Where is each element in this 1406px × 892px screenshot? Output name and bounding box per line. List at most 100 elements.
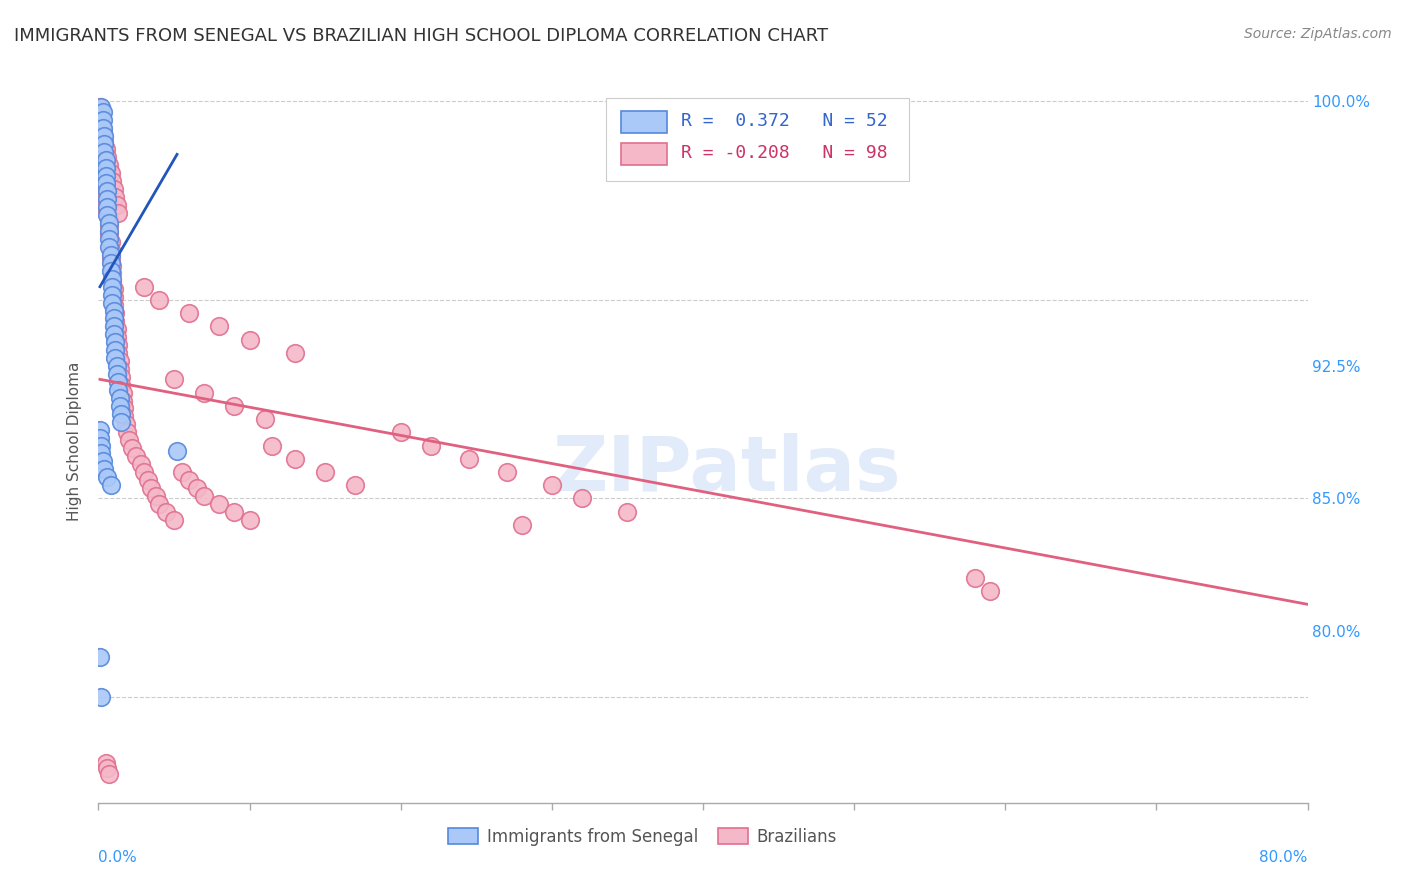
Point xyxy=(239,333,262,347)
Point xyxy=(284,346,307,360)
Point xyxy=(107,205,129,219)
Point xyxy=(344,478,367,492)
Point xyxy=(98,216,121,230)
Point xyxy=(108,391,131,405)
Point xyxy=(101,267,124,281)
Point xyxy=(91,139,114,153)
Point xyxy=(93,462,115,476)
Point xyxy=(132,465,155,479)
Point xyxy=(121,441,143,455)
Point xyxy=(93,136,115,151)
Point xyxy=(208,319,231,334)
Point xyxy=(100,166,122,180)
Point xyxy=(148,293,170,307)
Point xyxy=(90,438,112,452)
Legend: Immigrants from Senegal, Brazilians: Immigrants from Senegal, Brazilians xyxy=(441,821,844,852)
Point xyxy=(104,343,127,358)
Point xyxy=(94,177,117,191)
Point xyxy=(103,290,125,304)
Point xyxy=(98,219,121,233)
Point xyxy=(101,295,124,310)
Point xyxy=(163,372,186,386)
Point xyxy=(107,383,129,397)
Point xyxy=(100,264,122,278)
Point xyxy=(100,235,122,249)
Point xyxy=(104,351,127,366)
Point xyxy=(107,375,129,389)
Bar xyxy=(621,143,666,165)
Point xyxy=(114,417,136,432)
Point xyxy=(571,491,593,506)
Point xyxy=(103,319,125,334)
Point xyxy=(101,287,124,301)
Point xyxy=(100,478,122,492)
Point xyxy=(91,126,114,140)
Point xyxy=(96,185,118,199)
Point xyxy=(98,227,121,241)
Point xyxy=(101,272,124,286)
Point xyxy=(101,174,124,188)
Point xyxy=(89,100,111,114)
Text: 0.0%: 0.0% xyxy=(98,850,138,864)
Point xyxy=(90,100,112,114)
Point xyxy=(104,314,127,328)
Point xyxy=(148,497,170,511)
Text: IMMIGRANTS FROM SENEGAL VS BRAZILIAN HIGH SCHOOL DIPLOMA CORRELATION CHART: IMMIGRANTS FROM SENEGAL VS BRAZILIAN HIG… xyxy=(14,27,828,45)
Point xyxy=(100,243,122,257)
Bar xyxy=(621,112,666,133)
Point xyxy=(186,481,208,495)
Point xyxy=(94,179,117,194)
Point xyxy=(107,338,129,352)
Point xyxy=(103,311,125,326)
Point xyxy=(93,147,115,161)
Point xyxy=(111,393,134,408)
Point xyxy=(96,470,118,484)
Point xyxy=(110,377,132,392)
Point xyxy=(94,171,117,186)
Point xyxy=(98,224,121,238)
Point xyxy=(179,306,201,320)
Point xyxy=(314,465,336,479)
Point xyxy=(91,131,114,145)
Point xyxy=(118,434,141,448)
Point xyxy=(101,274,124,288)
Point xyxy=(98,766,121,780)
Point xyxy=(129,457,152,471)
Point xyxy=(103,298,125,312)
Point xyxy=(420,438,443,452)
Point xyxy=(155,505,177,519)
Point xyxy=(103,327,125,342)
Point xyxy=(262,438,284,452)
Point xyxy=(616,505,638,519)
Point xyxy=(96,202,118,217)
Text: R =  0.372   N = 52: R = 0.372 N = 52 xyxy=(682,112,887,130)
Point xyxy=(495,465,517,479)
Point xyxy=(94,142,117,156)
Point xyxy=(91,454,114,468)
Point xyxy=(115,425,138,440)
Point xyxy=(94,756,117,770)
Point xyxy=(96,150,118,164)
Point xyxy=(110,415,132,429)
Point xyxy=(389,425,412,440)
Point xyxy=(101,259,124,273)
Point xyxy=(163,513,186,527)
Point xyxy=(100,256,122,270)
Point xyxy=(112,401,135,416)
Point xyxy=(94,161,117,175)
Point xyxy=(540,478,562,492)
Point xyxy=(193,385,215,400)
Point xyxy=(125,449,148,463)
Point xyxy=(90,690,112,704)
Point xyxy=(224,505,246,519)
Point xyxy=(91,105,114,120)
Point xyxy=(98,158,121,172)
Point xyxy=(91,123,114,137)
Point xyxy=(166,443,188,458)
Point xyxy=(94,153,117,167)
Point xyxy=(208,497,231,511)
Point xyxy=(105,330,128,344)
Point xyxy=(96,187,118,202)
Point xyxy=(105,322,128,336)
Point xyxy=(136,473,159,487)
